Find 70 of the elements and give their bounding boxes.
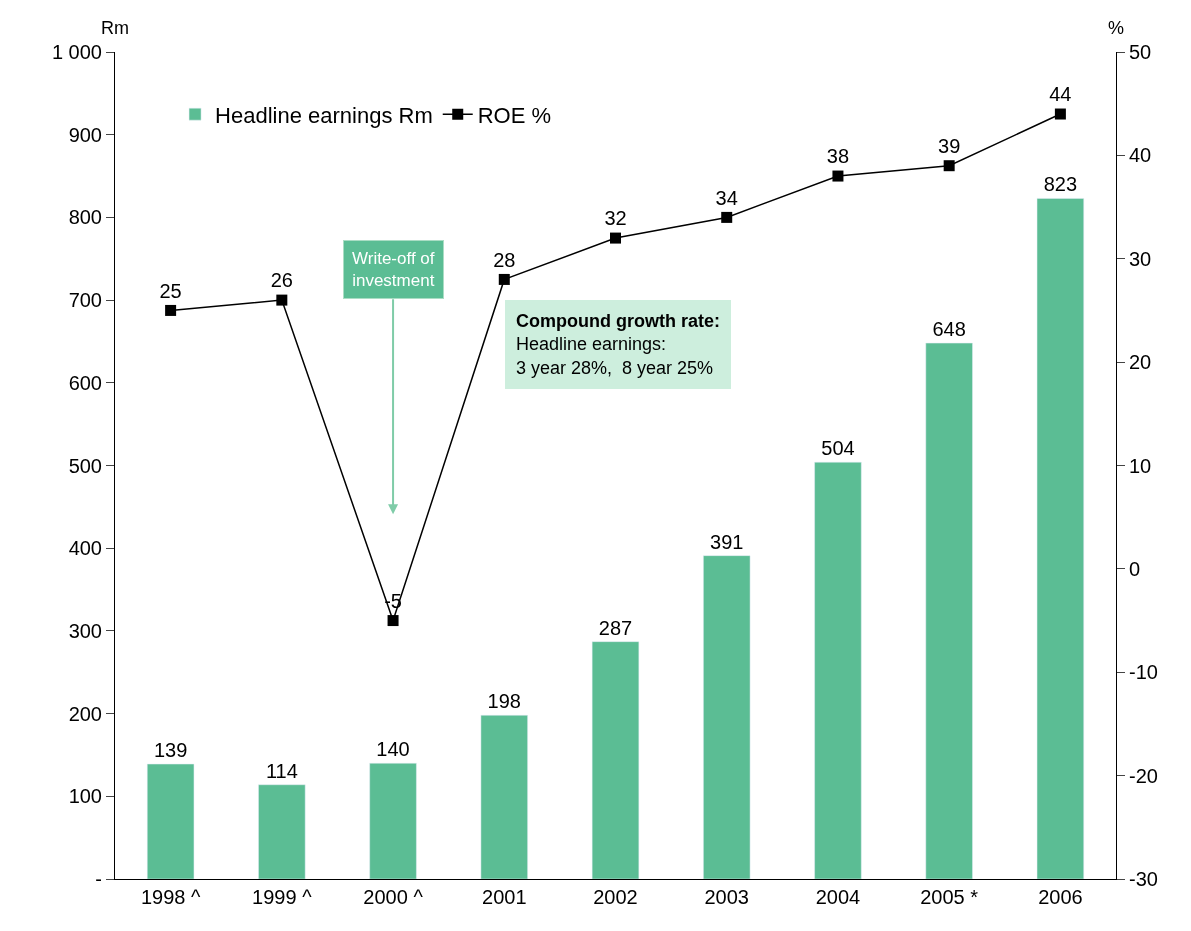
- y2-tick-label: -30: [1129, 868, 1158, 890]
- bar: [258, 784, 306, 879]
- annotation: Write-off of investment: [352, 249, 435, 291]
- data-label: 34: [715, 186, 738, 209]
- data-label: 114: [265, 759, 298, 782]
- y2-tick-label: 40: [1129, 144, 1152, 167]
- y2-tick-label: 0: [1129, 557, 1141, 580]
- bar: [147, 763, 195, 879]
- data-label: 44: [1049, 83, 1072, 106]
- y-tick-label: 200: [68, 702, 102, 725]
- y2-tick-label: 50: [1129, 41, 1152, 63]
- x-tick-label: 1999 ^: [252, 886, 313, 908]
- y2-tick-label: 10: [1129, 454, 1152, 477]
- y2-tick-label: -20: [1129, 764, 1158, 787]
- bar: [591, 641, 640, 879]
- y2-tick-label: 20: [1129, 351, 1152, 374]
- point: [610, 232, 621, 244]
- point: [387, 615, 399, 627]
- y2-tick-label: 30: [1129, 247, 1152, 270]
- y-axis-title: Rm: [101, 18, 129, 38]
- x-tick-label: 2003: [704, 886, 749, 908]
- y-tick-label: -: [95, 868, 102, 890]
- bar: [814, 461, 862, 879]
- x-tick-label: 1998 ^: [140, 886, 201, 908]
- data-label: 504: [821, 437, 855, 460]
- bar: [925, 342, 973, 879]
- bar: [480, 715, 528, 879]
- y-tick-label: 100: [68, 785, 102, 808]
- data-label: 32: [604, 207, 627, 230]
- bar: [703, 555, 751, 879]
- x-tick-label: 2002: [593, 886, 638, 908]
- x-tick-label: 2001: [482, 886, 527, 908]
- bar: [369, 762, 417, 879]
- point: [721, 211, 733, 223]
- data-label: 198: [487, 690, 521, 713]
- point: [165, 304, 177, 316]
- annotation: Compound growth rate: Headline earnings: 3 year 28%, 8 year 25%: [516, 311, 720, 378]
- y-tick-label: 900: [68, 123, 102, 146]
- data-label: 25: [159, 279, 182, 302]
- legend-label: Headline earnings Rm: [215, 102, 433, 128]
- y-tick-label: 700: [68, 289, 102, 312]
- x-tick-label: 2004: [815, 886, 861, 908]
- data-label: 823: [1043, 173, 1078, 196]
- y2-tick-label: -10: [1129, 661, 1158, 684]
- data-label: 39: [938, 134, 961, 157]
- y-tick-label: 800: [68, 206, 102, 229]
- point: [943, 160, 955, 172]
- y-tick-label: 400: [68, 537, 102, 560]
- y-tick-label: 300: [68, 619, 102, 642]
- point: [276, 294, 288, 306]
- point: [1054, 108, 1066, 120]
- y-tick-label: 600: [68, 371, 102, 394]
- data-label: 28: [493, 248, 516, 271]
- y-tick-label: 500: [68, 454, 102, 477]
- x-tick-label: 2005 *: [920, 886, 979, 908]
- y-tick-label: 1 000: [51, 41, 102, 63]
- y2-axis-title: %: [1108, 18, 1125, 38]
- data-label: 648: [932, 318, 966, 341]
- bar: [1036, 198, 1084, 879]
- data-label: 26: [270, 269, 293, 292]
- data-label: 38: [826, 145, 850, 168]
- legend-label: ROE %: [477, 102, 552, 128]
- data-label: 391: [710, 530, 744, 553]
- x-tick-label: 2006: [1038, 886, 1083, 908]
- x-tick-label: 2000 ^: [363, 886, 424, 908]
- data-label: 287: [598, 616, 633, 639]
- data-label: 139: [153, 739, 188, 762]
- data-label: 140: [376, 738, 410, 761]
- point: [498, 273, 510, 285]
- point: [832, 170, 844, 182]
